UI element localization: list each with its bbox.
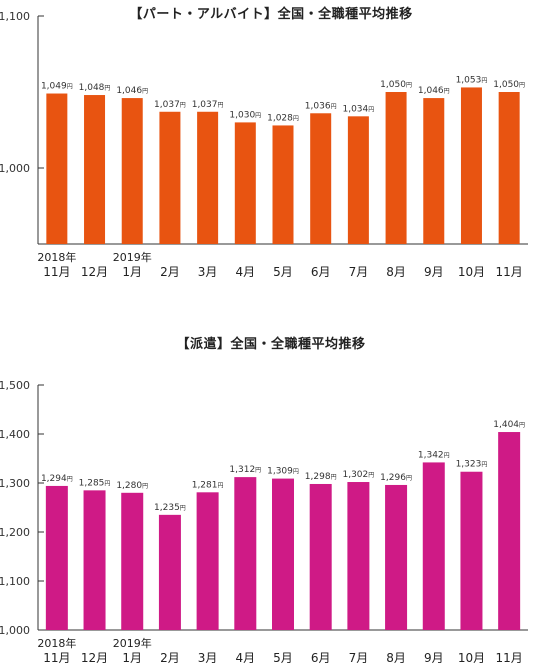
data-label: 1,050円	[493, 80, 525, 90]
data-label: 1,049円	[41, 82, 73, 92]
x-tick-label: 7月	[349, 265, 369, 279]
bar	[460, 471, 483, 630]
y-tick-label: 1,200	[0, 526, 30, 539]
bar	[121, 98, 143, 244]
data-label: 1,298円	[305, 472, 337, 482]
x-tick-label-year: 2018年	[37, 250, 76, 264]
bar	[498, 92, 520, 244]
x-tick-label: 12月	[81, 651, 108, 665]
x-tick-label: 10月	[458, 265, 485, 279]
data-label: 1,404円	[493, 420, 525, 430]
bar	[158, 514, 181, 630]
x-tick-label: 11月	[496, 265, 523, 279]
data-label: 1,046円	[116, 86, 148, 96]
bar	[498, 432, 521, 630]
bar	[460, 87, 482, 244]
data-label: 1,037円	[154, 100, 186, 110]
bar	[234, 122, 256, 244]
x-tick-label: 2月	[160, 265, 180, 279]
x-tick-label: 1月	[122, 651, 142, 665]
bar	[385, 92, 407, 244]
x-tick-label: 6月	[311, 265, 331, 279]
chart-dispatch: 【派遣】全国・全職種平均推移 1,000 1,100 1,200 1,300 1,400…	[0, 330, 542, 669]
x-tick-label: 4月	[235, 265, 255, 279]
bar	[234, 477, 257, 630]
chart-svg: 1,000 1,100 1,200 1,300 1,400 1,500 1,294円 2018…	[0, 379, 528, 665]
data-label: 1,342円	[418, 450, 450, 460]
y-tick-label: 1,400	[0, 428, 30, 441]
data-label: 1,280円	[116, 481, 148, 491]
data-label: 1,235円	[154, 503, 186, 513]
bar	[46, 93, 68, 245]
chart-part-time: 【パート・アルバイト】全国・全職種平均推移 1,000 1,100 1,049円 20…	[0, 0, 542, 290]
x-tick-label: 6月	[311, 651, 331, 665]
data-label: 1,036円	[305, 101, 337, 111]
y-tick-label: 1,300	[0, 477, 30, 490]
chart-svg: 1,0001,1001,049円2018年11月1,048円12月1,046円2…	[0, 10, 528, 279]
x-tick-label: 11月	[43, 265, 70, 279]
bar	[196, 492, 219, 630]
data-label: 1,053円	[456, 75, 488, 85]
bar	[272, 478, 294, 630]
bar	[197, 111, 219, 244]
bar	[309, 483, 332, 630]
x-tick-label: 1月	[122, 265, 142, 279]
x-tick-label: 8月	[386, 651, 406, 665]
bar	[159, 111, 181, 244]
x-tick-label-year: 2018年	[37, 636, 76, 650]
bar	[347, 482, 370, 630]
bar	[272, 125, 294, 244]
chart-title: 【派遣】全国・全職種平均推移	[176, 337, 366, 352]
x-tick-label: 4月	[235, 651, 255, 665]
data-label: 1,028円	[267, 113, 299, 123]
data-label: 1,302円	[342, 470, 374, 480]
data-label: 1,281円	[192, 480, 224, 490]
x-tick-label: 10月	[458, 651, 485, 665]
data-label: 1,309円	[267, 467, 299, 477]
x-tick-label: 11月	[43, 651, 70, 665]
x-tick-label: 3月	[198, 651, 218, 665]
x-tick-label-year: 2019年	[113, 250, 152, 264]
x-tick-label: 5月	[273, 265, 293, 279]
data-label: 1,312円	[229, 465, 261, 475]
bar	[422, 462, 445, 630]
data-label: 1,037円	[192, 100, 224, 110]
x-tick-label: 5月	[273, 651, 293, 665]
x-tick-label: 11月	[496, 651, 523, 665]
bar	[45, 485, 68, 630]
bar	[385, 484, 408, 630]
x-tick-label: 7月	[349, 651, 369, 665]
x-tick-label: 8月	[386, 265, 406, 279]
chart-title: 【パート・アルバイト】全国・全職種平均推移	[129, 7, 413, 22]
data-label: 1,050円	[380, 80, 412, 90]
y-tick-label: 1,500	[0, 379, 30, 392]
data-label: 1,048円	[79, 83, 111, 93]
data-label: 1,030円	[229, 110, 261, 120]
data-label: 1,323円	[456, 460, 488, 470]
x-tick-label-year: 2019年	[113, 636, 152, 650]
x-tick-label: 9月	[424, 265, 444, 279]
data-label: 1,294円	[41, 474, 73, 484]
x-tick-label: 12月	[81, 265, 108, 279]
data-label: 1,034円	[342, 104, 374, 114]
x-tick-label: 9月	[424, 651, 444, 665]
y-tick-label: 1,100	[0, 575, 30, 588]
y-tick-label: 1,100	[0, 10, 30, 23]
data-label: 1,296円	[380, 473, 412, 483]
bar	[347, 116, 369, 244]
data-label: 1,285円	[79, 478, 111, 488]
x-tick-label: 3月	[198, 265, 218, 279]
bar	[121, 492, 144, 630]
bar	[423, 98, 445, 244]
bar	[310, 113, 332, 244]
bar	[83, 490, 106, 630]
x-tick-label: 2月	[160, 651, 180, 665]
bar	[84, 95, 106, 244]
y-tick-label: 1,000	[0, 162, 30, 175]
data-label: 1,046円	[418, 86, 450, 96]
y-tick-label: 1,000	[0, 624, 30, 637]
